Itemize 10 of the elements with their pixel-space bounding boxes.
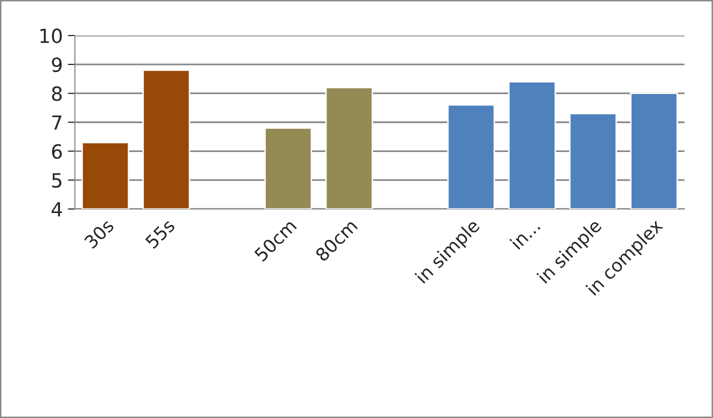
y-tick-label: 9 [52,57,62,72]
y-tick-label: 7 [52,115,62,130]
x-tick-label: 55s [144,218,176,250]
y-tick-label: 8 [52,86,62,102]
x-tick-label: in... [509,218,540,250]
y-tick-label: 10 [40,28,62,44]
y-tick-label: 5 [52,173,62,188]
y-tick-label: 4 [52,202,62,216]
x-tick-label: 30s [84,218,115,250]
y-tick-label: 6 [52,144,62,159]
